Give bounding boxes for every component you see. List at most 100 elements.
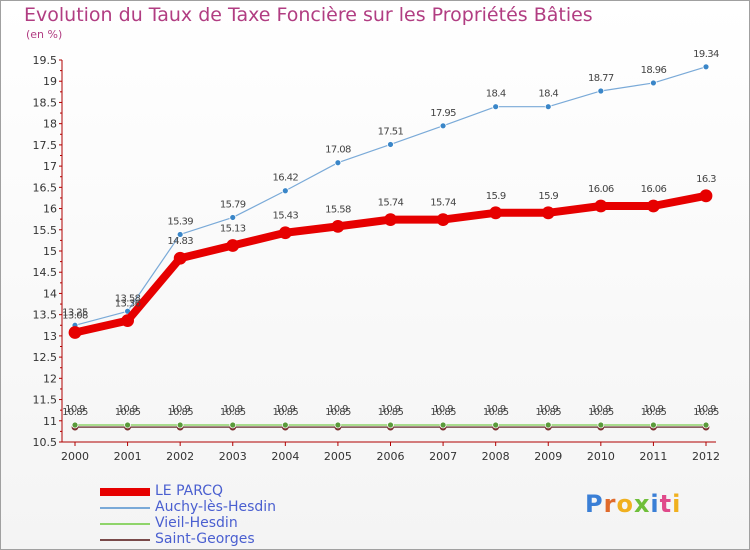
legend-swatch-saint-georges xyxy=(100,539,150,541)
legend-swatch-le-parcq xyxy=(100,488,150,496)
data-label-saint-georges: 10.85 xyxy=(483,407,509,418)
point-le-parcq xyxy=(331,219,345,233)
legend-label-le-parcq: LE PARCQ xyxy=(155,483,224,499)
data-label-le-parcq: 15.9 xyxy=(538,191,558,202)
point-le-parcq xyxy=(436,213,450,226)
data-label-vieil-hesdin: 10.9 xyxy=(65,404,85,415)
point-vieil-hesdin xyxy=(387,421,394,429)
data-label-vieil-hesdin: 10.9 xyxy=(223,404,243,415)
y-tick-label: 12.5 xyxy=(33,351,58,364)
line-chart: 10.5 11 11.5 12 12.5 13 13.5 14 14.5 15 15.5 16 16.5… xyxy=(33,49,721,463)
x-tick-label: 2005 xyxy=(324,450,352,463)
point-auchy-les-hesdin xyxy=(176,231,184,238)
data-label-le-parcq: 16.06 xyxy=(588,184,614,195)
y-tick-label: 15 xyxy=(43,245,57,258)
y-tick-label: 18.5 xyxy=(33,96,58,109)
x-tick-label: 2003 xyxy=(219,450,247,463)
data-label-le-parcq: 16.06 xyxy=(641,184,667,195)
data-label-saint-georges: 10.85 xyxy=(62,407,88,418)
x-tick-label: 2008 xyxy=(482,450,510,463)
data-label-auchy-les-hesdin: 16.42 xyxy=(273,173,299,184)
data-label-vieil-hesdin: 10.9 xyxy=(696,404,716,415)
point-vieil-hesdin xyxy=(124,421,131,429)
point-auchy-les-hesdin xyxy=(702,63,710,71)
data-label-le-parcq: 13.36 xyxy=(115,299,141,310)
data-label-saint-georges: 10.85 xyxy=(588,407,614,418)
point-le-parcq xyxy=(121,314,134,328)
data-label-auchy-les-hesdin: 17.95 xyxy=(430,108,456,119)
logo-letter: P xyxy=(585,490,604,518)
point-auchy-les-hesdin xyxy=(597,87,605,95)
point-le-parcq xyxy=(68,326,82,339)
legend-swatch-auchy-les-hesdin xyxy=(100,507,150,509)
y-tick-label: 11 xyxy=(43,415,57,428)
data-label-saint-georges: 10.85 xyxy=(641,407,667,418)
data-label-le-parcq: 13.08 xyxy=(62,310,88,321)
logo-letter: x xyxy=(633,490,651,518)
data-label-le-parcq: 14.83 xyxy=(167,236,193,247)
data-label-saint-georges: 10.85 xyxy=(535,407,561,418)
data-labels: 13.25 13.58 15.39 15.79 16.42 17.08 17.51 17.95… xyxy=(62,49,719,418)
data-label-saint-georges: 10.85 xyxy=(325,407,351,418)
x-tick-label: 2001 xyxy=(114,450,142,463)
x-tick-label: 2002 xyxy=(166,450,194,463)
data-label-auchy-les-hesdin: 18.4 xyxy=(538,89,558,100)
x-tick-label: 2009 xyxy=(534,450,562,463)
point-auchy-les-hesdin xyxy=(281,187,289,195)
data-label-vieil-hesdin: 10.9 xyxy=(381,404,401,415)
data-label-auchy-les-hesdin: 18.4 xyxy=(486,89,506,100)
series-line-auchy-les-hesdin xyxy=(74,66,707,326)
data-label-vieil-hesdin: 10.9 xyxy=(170,404,190,415)
data-label-saint-georges: 10.85 xyxy=(430,407,456,418)
x-tick-label: 2011 xyxy=(639,450,667,463)
x-tick-label: 2000 xyxy=(61,450,89,463)
legend-label-saint-georges: Saint-Georges xyxy=(155,531,255,547)
point-vieil-hesdin xyxy=(702,421,710,429)
x-tick-label: 2007 xyxy=(429,450,457,463)
logo-letter: i xyxy=(650,490,660,518)
point-auchy-les-hesdin xyxy=(334,159,342,167)
data-label-saint-georges: 10.85 xyxy=(378,407,404,418)
data-label-vieil-hesdin: 10.9 xyxy=(591,404,611,415)
data-label-vieil-hesdin: 10.9 xyxy=(486,404,506,415)
point-auchy-les-hesdin xyxy=(544,103,552,111)
y-tick-label: 14.5 xyxy=(33,266,58,279)
x-tick-label: 2010 xyxy=(587,450,615,463)
data-label-vieil-hesdin: 10.9 xyxy=(118,404,138,415)
data-label-vieil-hesdin: 10.9 xyxy=(643,404,663,415)
y-tick-label: 17.5 xyxy=(33,139,58,152)
chart-title: Evolution du Taux de Taxe Foncière sur l… xyxy=(24,4,593,26)
data-label-auchy-les-hesdin: 18.96 xyxy=(641,65,667,76)
data-label-le-parcq: 15.74 xyxy=(378,198,404,209)
point-vieil-hesdin xyxy=(71,421,79,429)
axes: 10.5 11 11.5 12 12.5 13 13.5 14 14.5 15 15.5 16 16.5… xyxy=(33,54,721,463)
point-le-parcq xyxy=(384,213,397,226)
data-label-le-parcq: 15.13 xyxy=(220,223,246,234)
point-vieil-hesdin xyxy=(650,421,657,429)
point-le-parcq xyxy=(226,239,240,252)
x-tick-label: 2006 xyxy=(377,450,405,463)
logo-letter: i xyxy=(672,490,682,518)
data-label-le-parcq: 15.58 xyxy=(325,204,351,215)
y-tick-label: 18 xyxy=(43,118,57,131)
point-vieil-hesdin xyxy=(439,421,447,429)
legend-swatch-vieil-hesdin xyxy=(100,523,150,525)
data-label-vieil-hesdin: 10.9 xyxy=(538,404,558,415)
point-vieil-hesdin xyxy=(281,421,289,429)
y-tick-label: 16.5 xyxy=(33,181,58,194)
point-le-parcq xyxy=(489,206,503,220)
point-le-parcq xyxy=(699,189,713,203)
point-vieil-hesdin xyxy=(176,421,184,429)
y-tick-label: 11.5 xyxy=(33,394,58,407)
data-label-auchy-les-hesdin: 13.25 xyxy=(62,307,88,318)
x-tick-label: 2004 xyxy=(271,450,299,463)
point-vieil-hesdin xyxy=(597,421,605,429)
point-vieil-hesdin xyxy=(492,421,500,429)
point-le-parcq xyxy=(173,251,187,265)
proxiti-logo: Proxiti xyxy=(585,490,681,518)
point-le-parcq xyxy=(647,199,660,213)
y-tick-label: 10.5 xyxy=(33,436,58,449)
data-label-auchy-les-hesdin: 19.34 xyxy=(693,49,719,60)
point-le-parcq xyxy=(278,226,292,240)
data-label-saint-georges: 10.85 xyxy=(273,407,299,418)
